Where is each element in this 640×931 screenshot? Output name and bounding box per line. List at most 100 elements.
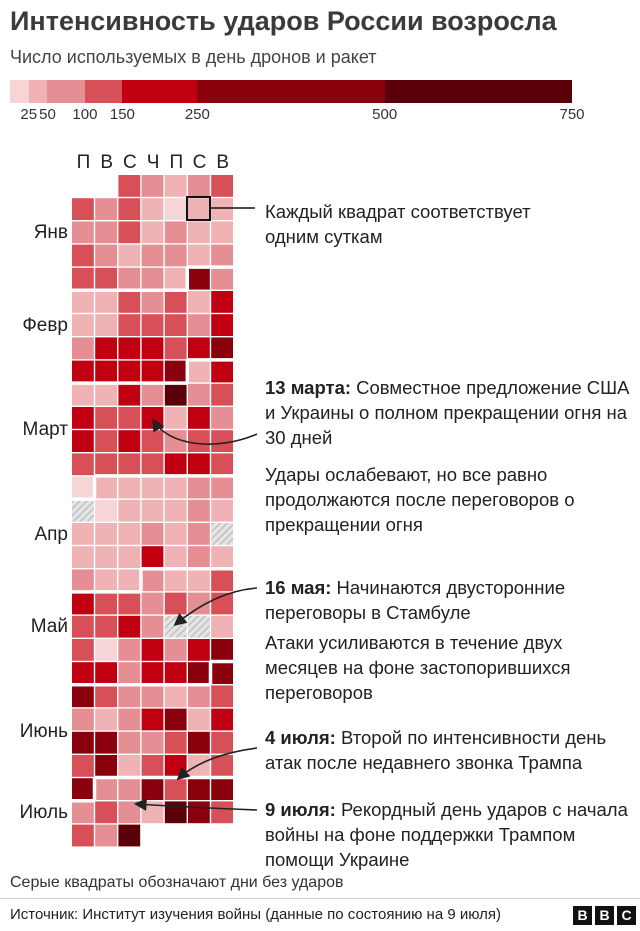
- day-cell: [72, 639, 94, 661]
- day-cell: [95, 546, 117, 568]
- day-cell: [72, 221, 94, 244]
- july4-arrow: [176, 747, 258, 781]
- day-cell: [211, 360, 233, 383]
- day-cell: [164, 453, 187, 476]
- day-cell: [118, 407, 141, 429]
- scale-tick-label: 150: [109, 106, 135, 123]
- day-cell: [118, 592, 141, 615]
- weekday-label: Ч: [146, 152, 160, 173]
- day-cell: [164, 569, 187, 592]
- annotation-escalation: Атаки усиливаются в течение двух месяцев…: [265, 632, 571, 703]
- chart-title: Интенсивность ударов России возросла: [10, 6, 557, 36]
- day-cell: [141, 198, 164, 220]
- day-cell: [188, 314, 210, 336]
- day-cell: [72, 407, 94, 429]
- day-cell: [141, 685, 164, 708]
- day-cell: [72, 198, 94, 220]
- day-cell: [95, 778, 117, 800]
- day-cell: [72, 453, 94, 476]
- day-cell: [164, 407, 187, 429]
- day-cell: [188, 383, 210, 406]
- scale-segment: [28, 80, 48, 103]
- day-cell: [211, 546, 233, 568]
- day-cell: [164, 523, 187, 545]
- source-note: Источник: Институт изучения войны (данны…: [10, 906, 502, 923]
- day-cell: [211, 778, 233, 800]
- day-cell: [95, 337, 117, 360]
- day-cell: [188, 476, 210, 499]
- weekday-label: С: [192, 152, 207, 173]
- day-cell: [72, 523, 94, 545]
- day-cell: [164, 244, 187, 267]
- day-cell: [72, 383, 94, 406]
- color-scale-legend: [10, 80, 572, 103]
- scale-segment: [122, 80, 198, 103]
- day-cell: [188, 221, 210, 244]
- annotation-july9-date: 9 июля:: [265, 799, 336, 820]
- day-cell: [72, 314, 94, 336]
- annotation-march13-date: 13 марта:: [265, 377, 352, 398]
- day-cell: [188, 175, 210, 197]
- day-cell: [141, 314, 164, 336]
- bbc-logo-letter: C: [617, 906, 636, 925]
- day-cell: [141, 360, 164, 383]
- day-cell: [72, 430, 94, 452]
- day-cell: [95, 615, 117, 638]
- day-cell: [118, 430, 141, 452]
- day-cell: [141, 639, 164, 661]
- day-cell: [95, 662, 117, 684]
- day-cell: [95, 801, 117, 824]
- july9-arrow: [133, 798, 258, 812]
- day-cell: [211, 430, 233, 452]
- day-cell: [118, 615, 141, 638]
- day-cell: [72, 499, 94, 522]
- day-cell: [164, 476, 187, 499]
- day-cell: [118, 314, 141, 336]
- day-cell: [211, 499, 233, 522]
- day-cell: [211, 175, 233, 197]
- day-cell: [118, 778, 141, 800]
- annotation-july4-date: 4 июля:: [265, 727, 336, 748]
- scale-segment: [47, 80, 85, 103]
- day-cell: [188, 523, 210, 545]
- day-cell: [95, 499, 117, 522]
- day-cell: [188, 662, 210, 684]
- day-cell: [164, 383, 187, 406]
- month-label: Март: [22, 419, 68, 441]
- day-cell: [72, 569, 94, 592]
- day-cell: [188, 592, 210, 615]
- weekday-label: П: [169, 152, 184, 173]
- day-cell: [118, 453, 141, 476]
- day-cell: [164, 337, 187, 360]
- weekday-label: С: [123, 152, 137, 173]
- scale-tick-label: 250: [184, 106, 210, 123]
- day-cell: [118, 708, 141, 731]
- day-cell: [72, 337, 94, 360]
- day-cell: [188, 569, 210, 592]
- day-cell: [72, 778, 94, 800]
- day-cell: [118, 267, 141, 290]
- day-cell: [188, 546, 210, 568]
- day-cell: [211, 291, 233, 313]
- day-cell: [164, 499, 187, 522]
- scale-tick-label: 500: [372, 106, 398, 123]
- day-cell: [141, 662, 164, 684]
- footnote: Серые квадраты обозначают дни без ударов: [10, 874, 344, 891]
- day-cell: [118, 685, 141, 708]
- day-cell: [164, 291, 187, 313]
- day-cell: [164, 314, 187, 336]
- day-cell: [72, 360, 94, 383]
- day-cell: [118, 523, 141, 545]
- day-cell: [141, 546, 164, 568]
- day-cell: [72, 476, 94, 499]
- day-cell: [211, 639, 233, 661]
- day-cell: [118, 221, 141, 244]
- bbc-logo-letter: B: [573, 906, 592, 925]
- day-cell: [164, 801, 187, 824]
- annotation-may16: 16 мая: Начинаются двусторонние перегово…: [265, 575, 630, 625]
- day-cell: [118, 569, 141, 592]
- annotation-july9-text: Рекордный день ударов с начала войны на …: [265, 799, 628, 870]
- weekday-label: В: [216, 152, 230, 173]
- day-cell: [211, 731, 233, 754]
- day-cell: [118, 639, 141, 661]
